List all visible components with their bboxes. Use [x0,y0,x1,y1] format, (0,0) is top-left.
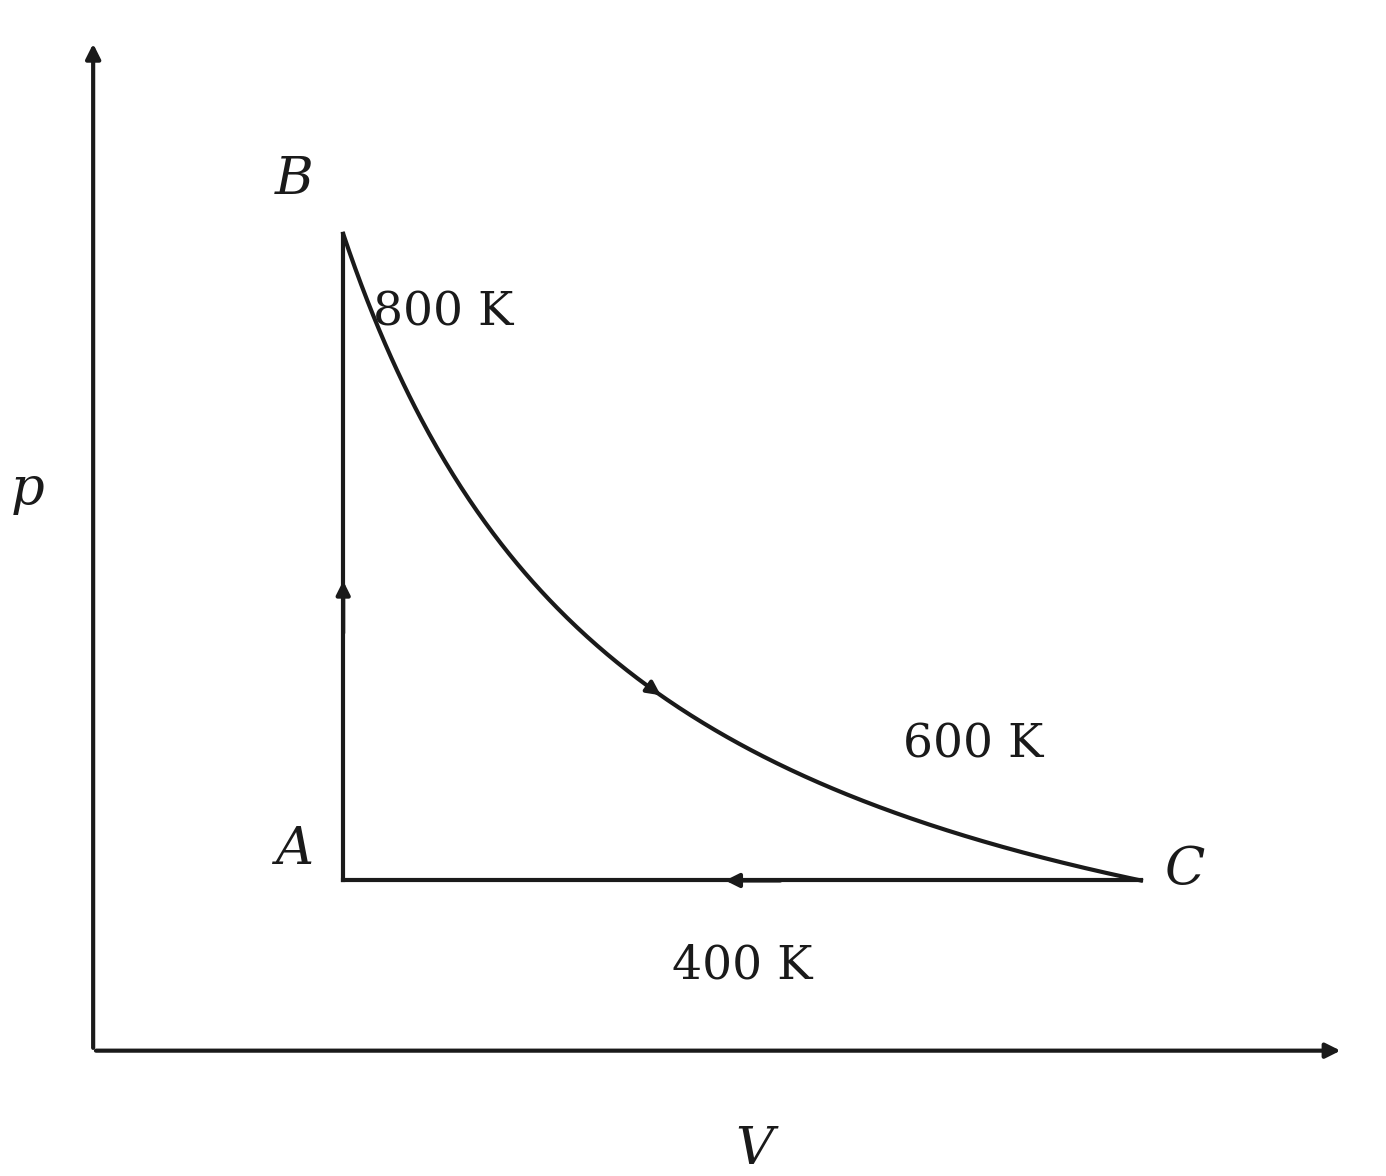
Text: C: C [1164,843,1204,895]
Text: 400 K: 400 K [672,943,812,988]
Text: p: p [11,463,44,515]
Text: A: A [276,824,313,875]
Text: 800 K: 800 K [373,290,513,336]
Text: B: B [274,154,313,206]
Text: V: V [735,1124,773,1175]
Text: 600 K: 600 K [902,722,1044,767]
